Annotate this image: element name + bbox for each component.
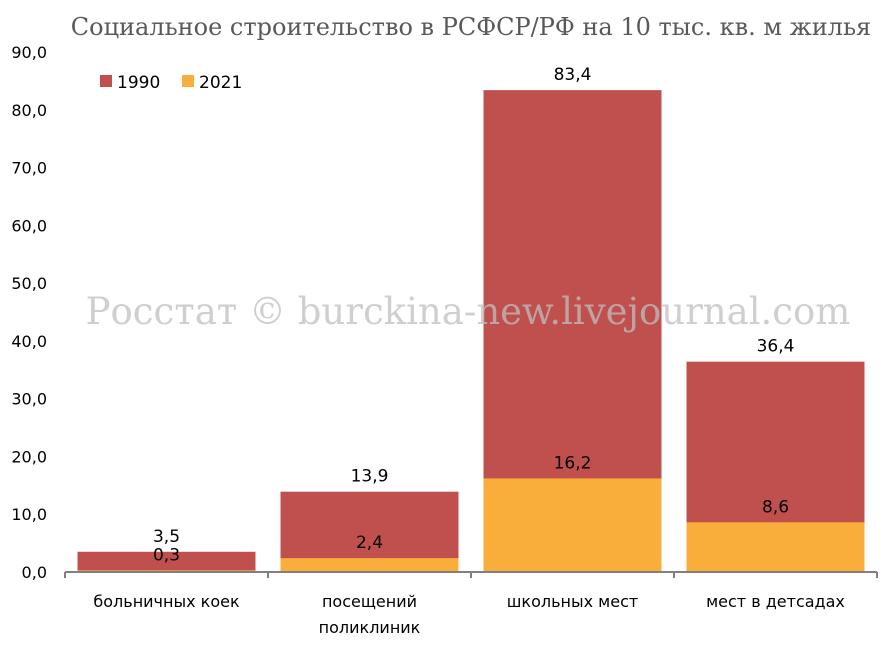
x-axis: больничных коек посещений поликлиник школьн… (64, 571, 878, 637)
y-tick-label: 0,0 (22, 563, 47, 582)
watermark-text: Росстат © burckina-new.livejournal.com (86, 290, 851, 333)
x-category-label: мест в детсадах (706, 592, 845, 611)
y-tick-label: 30,0 (11, 390, 47, 409)
legend-label-2021: 2021 (199, 73, 242, 93)
data-label-2021: 16,2 (554, 453, 592, 473)
chart-title: Социальное строительство в РСФСР/РФ на 1… (71, 13, 871, 41)
y-tick-label: 80,0 (11, 101, 47, 120)
data-label-1990: 83,4 (554, 65, 592, 85)
y-tick-label: 40,0 (11, 332, 47, 351)
bar-2021 (483, 478, 662, 572)
data-label-1990: 36,4 (757, 337, 795, 357)
x-category-label: больничных коек (93, 592, 240, 611)
y-tick-label: 10,0 (11, 505, 47, 524)
data-label-2021: 2,4 (356, 533, 383, 553)
x-category-label: посещений (322, 592, 417, 611)
bars (77, 90, 865, 572)
data-labels: 3,50,3 13,9 2,4 83,4 16,2 36,4 8,6 (153, 65, 794, 565)
bar-1990 (77, 551, 256, 572)
y-tick-label: 90,0 (11, 43, 47, 62)
y-tick-label: 70,0 (11, 159, 47, 178)
legend-label-1990: 1990 (117, 73, 160, 93)
x-category-label: школьных мест (507, 592, 638, 611)
bar-2021 (280, 558, 459, 572)
data-label-2021: 0,3 (153, 545, 180, 565)
y-tick-label: 20,0 (11, 447, 47, 466)
legend: 1990 2021 (100, 73, 242, 93)
legend-swatch-1990 (100, 75, 112, 87)
data-label-1990: 13,9 (351, 467, 389, 487)
data-label-1990: 3,5 (153, 527, 180, 547)
y-axis: 0,0 10,0 20,0 30,0 40,0 50,0 60,0 70,0 80,0 90,0 (11, 43, 47, 582)
y-tick-label: 60,0 (11, 216, 47, 235)
y-tick-label: 50,0 (11, 274, 47, 293)
x-category-label: поликлиник (319, 618, 421, 637)
legend-swatch-2021 (182, 75, 194, 87)
bar-2021 (686, 522, 865, 572)
data-label-2021: 8,6 (762, 497, 789, 517)
